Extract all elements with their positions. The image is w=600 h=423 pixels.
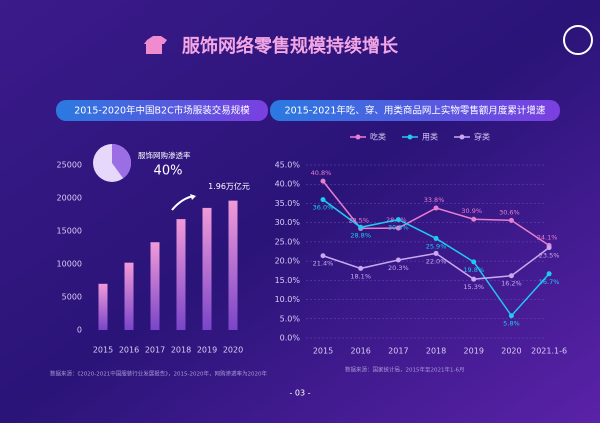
legend-marker xyxy=(459,134,465,140)
y-tick-label: 15.0% xyxy=(275,276,301,285)
data-label: 24.1% xyxy=(537,233,558,241)
data-label: 20.3% xyxy=(388,264,409,272)
chart-title: 2015-2021年吃、穿、用类商品网上实物零售额月度累计增速 xyxy=(285,105,546,117)
chart-title: 2015-2020年中国B2C市场服装交易规模 xyxy=(74,105,250,117)
x-tick-label: 2015 xyxy=(313,347,333,356)
source: 数据来源：《2020-2021中国服装行业发展报告》，2015-2020年，网购… xyxy=(50,370,267,378)
data-label: 1.96万亿元 xyxy=(208,181,250,191)
data-label: 22.0% xyxy=(426,257,447,265)
y-tick-label: 20.0% xyxy=(275,257,301,266)
bar xyxy=(150,242,160,330)
data-label: 36.0% xyxy=(313,204,334,212)
point xyxy=(395,225,401,231)
legend-marker xyxy=(407,134,413,140)
y-tick-label: 10000 xyxy=(57,260,82,269)
y-tick-label: 0 xyxy=(77,326,82,335)
point xyxy=(508,217,514,223)
x-tick-label: 2020 xyxy=(501,347,521,356)
y-tick-label: 30.0% xyxy=(275,218,301,227)
source: 数据来源：国家统计局，2015年至2021年1-6月 xyxy=(345,366,464,374)
x-tick-label: 2019 xyxy=(464,347,484,356)
arrow-head xyxy=(190,194,196,200)
point xyxy=(358,224,364,230)
shirt-icon xyxy=(144,36,167,54)
y-tick-label: 20000 xyxy=(57,194,82,203)
x-tick-label: 2016 xyxy=(351,347,371,356)
section-header xyxy=(56,100,268,121)
data-label: 15.3% xyxy=(463,283,484,291)
x-tick-label: 2016 xyxy=(119,346,139,355)
pie-label: 40% xyxy=(154,164,183,179)
decor-circle xyxy=(563,25,593,55)
y-tick-label: 25.0% xyxy=(275,237,301,246)
pie-slice xyxy=(112,144,131,179)
legend-label: 穿类 xyxy=(474,132,490,142)
point xyxy=(471,259,477,265)
bar xyxy=(176,219,186,330)
data-label: 30.6% xyxy=(499,208,520,216)
x-tick-label: 2021.1-6 xyxy=(531,347,567,356)
x-tick-label: 2018 xyxy=(171,346,191,355)
point xyxy=(508,273,514,279)
y-tick-label: 10.0% xyxy=(275,295,301,304)
x-tick-label: 2017 xyxy=(145,346,165,355)
data-label: 30.8% xyxy=(388,224,409,232)
point xyxy=(320,253,326,259)
point xyxy=(471,276,477,282)
y-tick-label: 5.0% xyxy=(280,314,301,323)
data-label: 16.2% xyxy=(501,280,522,288)
data-label: 5.8% xyxy=(503,320,520,328)
y-tick-label: 35.0% xyxy=(275,199,301,208)
x-tick-label: 2018 xyxy=(426,347,446,356)
data-label: 21.4% xyxy=(313,260,334,268)
y-tick-label: 5000 xyxy=(62,293,82,302)
x-tick-label: 2015 xyxy=(93,346,113,355)
legend-label: 吃类 xyxy=(370,132,386,142)
point xyxy=(546,245,552,251)
bar xyxy=(228,200,238,330)
data-label: 33.8% xyxy=(424,196,445,204)
data-label: 40.8% xyxy=(311,169,332,177)
bar xyxy=(124,262,134,330)
point xyxy=(471,216,477,222)
data-label: 23.5% xyxy=(539,252,560,260)
bar xyxy=(202,207,212,330)
point xyxy=(358,265,364,271)
data-label: 25.9% xyxy=(426,242,447,250)
x-tick-label: 2019 xyxy=(197,346,217,355)
point xyxy=(395,217,401,223)
point xyxy=(508,313,514,319)
y-tick-label: 0.0% xyxy=(280,334,301,343)
legend-label: 用类 xyxy=(422,132,438,142)
page-title: 服饰网络零售规模持续增长 xyxy=(182,35,399,57)
point xyxy=(320,178,326,184)
pie-title: 服饰网购渗透率 xyxy=(138,150,191,160)
section-header xyxy=(270,100,560,121)
data-label: 16.7% xyxy=(539,278,560,286)
data-label: 19.8% xyxy=(463,266,484,274)
data-label: 30.9% xyxy=(461,207,482,215)
data-label: 28.5% xyxy=(348,216,369,224)
x-tick-label: 2020 xyxy=(223,346,243,355)
y-tick-label: 45.0% xyxy=(275,161,301,170)
point xyxy=(433,205,439,211)
y-tick-label: 40.0% xyxy=(275,180,301,189)
point xyxy=(546,271,552,277)
point xyxy=(320,197,326,203)
y-tick-label: 25000 xyxy=(57,161,82,170)
data-label: 18.1% xyxy=(350,272,371,280)
bar xyxy=(98,283,108,330)
point xyxy=(395,257,401,263)
y-tick-label: 15000 xyxy=(57,227,82,236)
point xyxy=(433,235,439,241)
legend-marker xyxy=(355,134,361,140)
data-label: 28.8% xyxy=(350,231,371,239)
page-number: - 03 - xyxy=(289,389,310,398)
point xyxy=(433,250,439,256)
x-tick-label: 2017 xyxy=(388,347,408,356)
